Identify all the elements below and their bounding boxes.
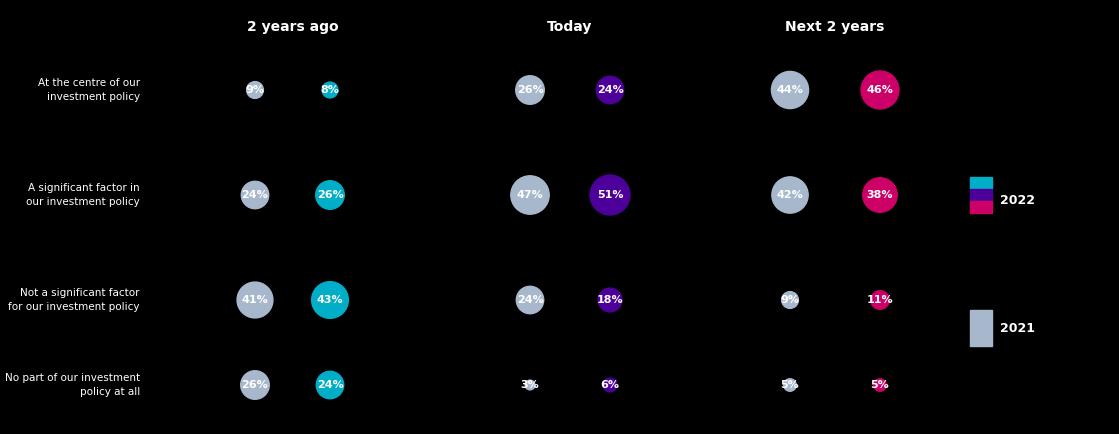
Circle shape	[599, 288, 622, 312]
Text: 43%: 43%	[317, 295, 344, 305]
Text: 42%: 42%	[777, 190, 803, 200]
Circle shape	[316, 181, 345, 209]
Circle shape	[510, 176, 549, 214]
Text: At the centre of our
investment policy: At the centre of our investment policy	[38, 78, 140, 102]
Bar	[970, 189, 993, 201]
Text: 5%: 5%	[781, 380, 799, 390]
Text: 26%: 26%	[517, 85, 544, 95]
Text: 51%: 51%	[596, 190, 623, 200]
Text: 24%: 24%	[517, 295, 544, 305]
Circle shape	[516, 286, 544, 314]
Text: Not a significant factor
for our investment policy: Not a significant factor for our investm…	[9, 288, 140, 312]
Text: 2022: 2022	[1000, 194, 1035, 207]
Circle shape	[772, 177, 808, 213]
Bar	[970, 177, 993, 189]
Circle shape	[241, 371, 270, 399]
Text: Next 2 years: Next 2 years	[786, 20, 885, 34]
Circle shape	[516, 76, 544, 104]
Text: 26%: 26%	[242, 380, 269, 390]
Text: 6%: 6%	[601, 380, 620, 390]
Text: 11%: 11%	[867, 295, 893, 305]
Text: 5%: 5%	[871, 380, 890, 390]
Circle shape	[596, 76, 623, 104]
Circle shape	[246, 82, 263, 99]
Bar	[970, 201, 993, 213]
Text: 24%: 24%	[596, 85, 623, 95]
Text: 18%: 18%	[596, 295, 623, 305]
Text: 24%: 24%	[317, 380, 344, 390]
Circle shape	[590, 175, 630, 215]
Circle shape	[863, 178, 897, 212]
Text: 47%: 47%	[517, 190, 544, 200]
Text: 8%: 8%	[320, 85, 339, 95]
Circle shape	[237, 282, 273, 318]
Text: 41%: 41%	[242, 295, 269, 305]
Text: 26%: 26%	[317, 190, 344, 200]
Text: 24%: 24%	[242, 190, 269, 200]
Circle shape	[871, 291, 890, 309]
Text: Today: Today	[547, 20, 593, 34]
Circle shape	[781, 292, 798, 309]
Circle shape	[783, 379, 797, 391]
Text: 2021: 2021	[1000, 322, 1035, 335]
Text: 44%: 44%	[777, 85, 803, 95]
Text: 38%: 38%	[867, 190, 893, 200]
Circle shape	[525, 380, 535, 390]
Circle shape	[311, 282, 348, 319]
Text: 2 years ago: 2 years ago	[246, 20, 338, 34]
Text: 9%: 9%	[780, 295, 799, 305]
Text: 3%: 3%	[520, 380, 539, 390]
Circle shape	[874, 379, 886, 391]
Bar	[970, 310, 993, 346]
Circle shape	[322, 82, 338, 98]
Text: 46%: 46%	[866, 85, 893, 95]
Circle shape	[771, 72, 809, 108]
Text: A significant factor in
our investment policy: A significant factor in our investment p…	[26, 183, 140, 207]
Circle shape	[861, 71, 899, 109]
Text: No part of our investment
policy at all: No part of our investment policy at all	[4, 373, 140, 397]
Circle shape	[242, 181, 269, 209]
Circle shape	[317, 371, 344, 399]
Circle shape	[603, 378, 617, 392]
Text: 9%: 9%	[245, 85, 264, 95]
